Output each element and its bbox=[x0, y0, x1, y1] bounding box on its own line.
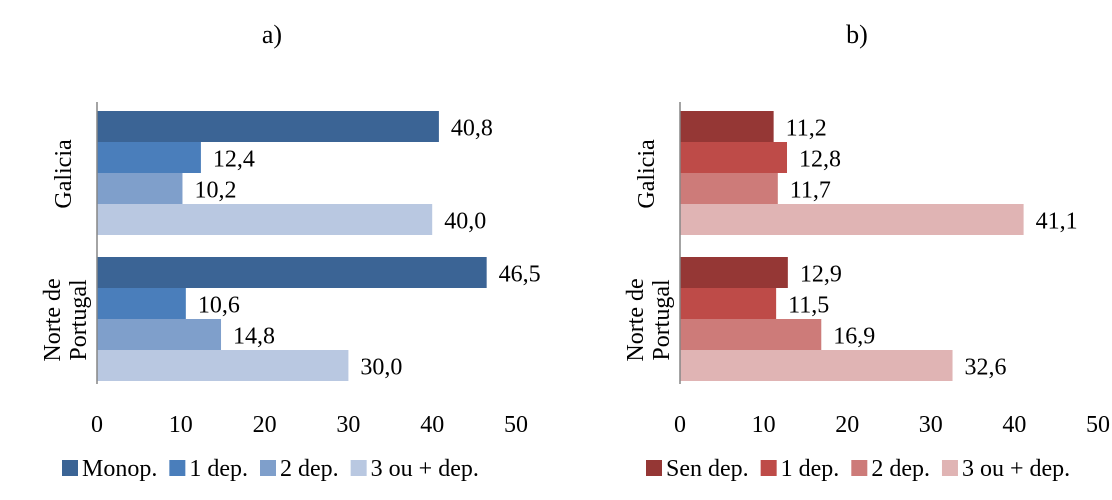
data-label: 11,7 bbox=[790, 178, 831, 204]
bar-1-0 bbox=[97, 257, 487, 288]
legend-swatch bbox=[851, 460, 868, 476]
bar-0-3 bbox=[680, 204, 1024, 235]
x-tick-label: 10 bbox=[169, 412, 193, 438]
chart-panel-a: a) 40,8 12,4 10,2 40,0 46,5 10,6 14,8 30,0 Galici… bbox=[40, 20, 541, 482]
data-label: 12,9 bbox=[800, 262, 842, 288]
bar-0-3 bbox=[97, 204, 433, 235]
data-label: 16,9 bbox=[833, 324, 875, 350]
data-label: 41,1 bbox=[1036, 209, 1078, 235]
bar-0-1 bbox=[97, 142, 201, 173]
bar-0-1 bbox=[680, 142, 788, 173]
x-tick-label: 40 bbox=[1002, 412, 1026, 438]
x-tick-label: 30 bbox=[336, 412, 360, 438]
bar-1-3 bbox=[680, 350, 953, 381]
legend-swatch bbox=[760, 460, 777, 476]
bar-0-2 bbox=[680, 173, 778, 204]
category-label-line: Norte de bbox=[40, 278, 66, 361]
bar-1-1 bbox=[680, 288, 777, 319]
data-label: 14,8 bbox=[233, 324, 275, 350]
bar-1-1 bbox=[97, 288, 186, 319]
legend-entry: 1 dep. bbox=[189, 456, 248, 482]
legend-swatch bbox=[941, 460, 958, 476]
category-label: Galicia bbox=[51, 139, 77, 209]
x-tick-label: 50 bbox=[1086, 412, 1110, 438]
legend-entry: Monop. bbox=[82, 456, 157, 482]
data-label: 10,6 bbox=[198, 293, 240, 319]
x-tick-label: 0 bbox=[674, 412, 686, 438]
legend-swatch bbox=[62, 460, 78, 476]
data-label: 11,5 bbox=[788, 293, 829, 319]
data-label: 11,2 bbox=[786, 116, 827, 142]
legend-swatch bbox=[169, 460, 186, 476]
panel-label: a) bbox=[262, 20, 282, 49]
legend-entry: 2 dep. bbox=[871, 456, 930, 482]
legend-entry: 3 ou + dep. bbox=[962, 456, 1070, 482]
data-label: 40,8 bbox=[451, 116, 493, 142]
bar-0-0 bbox=[97, 111, 439, 142]
data-label: 30,0 bbox=[360, 355, 402, 381]
panel-label: b) bbox=[846, 20, 868, 49]
data-label: 32,6 bbox=[965, 355, 1007, 381]
x-tick-label: 10 bbox=[752, 412, 776, 438]
category-label: Norte dePortugal bbox=[623, 278, 675, 361]
x-tick-label: 0 bbox=[91, 412, 103, 438]
bar-0-2 bbox=[97, 173, 183, 204]
data-label: 12,4 bbox=[213, 147, 255, 173]
bar-0-0 bbox=[680, 111, 774, 142]
data-label: 10,2 bbox=[194, 178, 236, 204]
category-label-line: Portugal bbox=[649, 279, 675, 361]
bar-1-0 bbox=[680, 257, 788, 288]
legend-entry: 2 dep. bbox=[280, 456, 339, 482]
category-label: Norte dePortugal bbox=[40, 278, 92, 361]
legend: Sen dep. 1 dep. 2 dep. 3 ou + dep. bbox=[646, 456, 1070, 482]
data-label: 12,8 bbox=[799, 147, 841, 173]
legend-swatch bbox=[260, 460, 276, 476]
data-label: 46,5 bbox=[499, 262, 541, 288]
category-label: Galicia bbox=[634, 139, 660, 209]
legend-swatch bbox=[350, 460, 367, 476]
category-label-line: Portugal bbox=[66, 279, 92, 361]
x-tick-label: 20 bbox=[835, 412, 859, 438]
legend-entry: 1 dep. bbox=[781, 456, 840, 482]
bar-1-3 bbox=[97, 350, 349, 381]
category-label-line: Norte de bbox=[623, 278, 649, 361]
bar-1-2 bbox=[97, 319, 222, 350]
legend-entry: Sen dep. bbox=[666, 456, 749, 482]
x-tick-label: 50 bbox=[504, 412, 528, 438]
x-tick-label: 20 bbox=[253, 412, 277, 438]
x-tick-label: 40 bbox=[420, 412, 444, 438]
legend-swatch bbox=[646, 460, 662, 476]
legend: Monop. 1 dep. 2 dep. 3 ou + dep. bbox=[62, 456, 479, 482]
chart-panel-b: b) 11,2 12,8 11,7 41,1 12,9 11,516,9 32,6 Galici… bbox=[623, 20, 1110, 482]
bar-1-2 bbox=[680, 319, 822, 350]
legend-entry: 3 ou + dep. bbox=[371, 456, 479, 482]
x-tick-label: 30 bbox=[919, 412, 943, 438]
data-label: 40,0 bbox=[444, 209, 486, 235]
